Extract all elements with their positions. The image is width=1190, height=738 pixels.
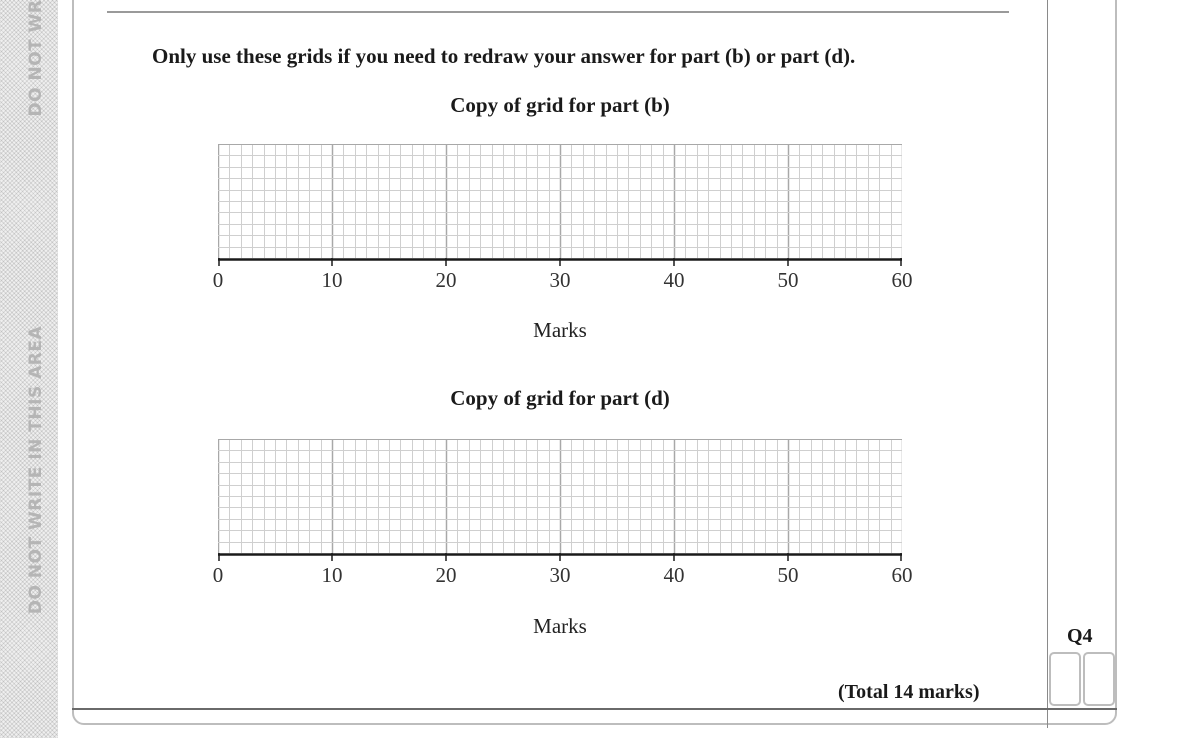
grid-d-axis: 0 10 20 30 40 50 60 — [213, 553, 913, 587]
bottom-rule — [72, 708, 1117, 710]
instruction-text: Only use these grids if you need to redr… — [152, 44, 856, 68]
grid-b-axis: 0 10 20 30 40 50 60 — [213, 258, 913, 292]
tick-label: 20 — [435, 563, 457, 587]
margin-warning-top: DO NOT WR — [26, 0, 46, 117]
grid-d[interactable] — [218, 439, 902, 553]
grid-b[interactable] — [218, 144, 902, 258]
top-rule — [107, 11, 1009, 13]
answer-panel — [72, 0, 1117, 725]
grid-d-axis-label: Marks — [533, 614, 587, 638]
grid-b-title: Copy of grid for part (b) — [450, 93, 670, 117]
grid-b-axis-label: Marks — [533, 318, 587, 342]
margin-warning-bottom: DO NOT WRITE IN THIS AREA — [26, 325, 46, 615]
mark-box-left[interactable] — [1049, 652, 1081, 706]
tick-label: 60 — [891, 268, 913, 292]
tick-label: 0 — [212, 268, 224, 292]
tick-label: 10 — [321, 563, 343, 587]
total-marks: (Total 14 marks) — [838, 681, 980, 703]
grid-b-lines — [218, 144, 902, 258]
tick-label: 10 — [321, 268, 343, 292]
marks-margin-line — [1047, 0, 1048, 728]
tick-label: 30 — [549, 268, 571, 292]
tick-label: 60 — [891, 563, 913, 587]
tick-label: 40 — [663, 268, 685, 292]
tick-label: 50 — [777, 563, 799, 587]
margin-hatch — [0, 0, 58, 738]
tick-label: 0 — [212, 563, 224, 587]
axis-line-group — [218, 553, 902, 561]
grid-d-lines — [218, 439, 902, 553]
axis-line-group — [218, 258, 902, 266]
tick-label: 30 — [549, 563, 571, 587]
question-label: Q4 — [1067, 625, 1093, 647]
tick-label: 20 — [435, 268, 457, 292]
grid-d-title: Copy of grid for part (d) — [450, 386, 670, 410]
tick-label: 40 — [663, 563, 685, 587]
tick-label: 50 — [777, 268, 799, 292]
mark-box-right[interactable] — [1083, 652, 1115, 706]
